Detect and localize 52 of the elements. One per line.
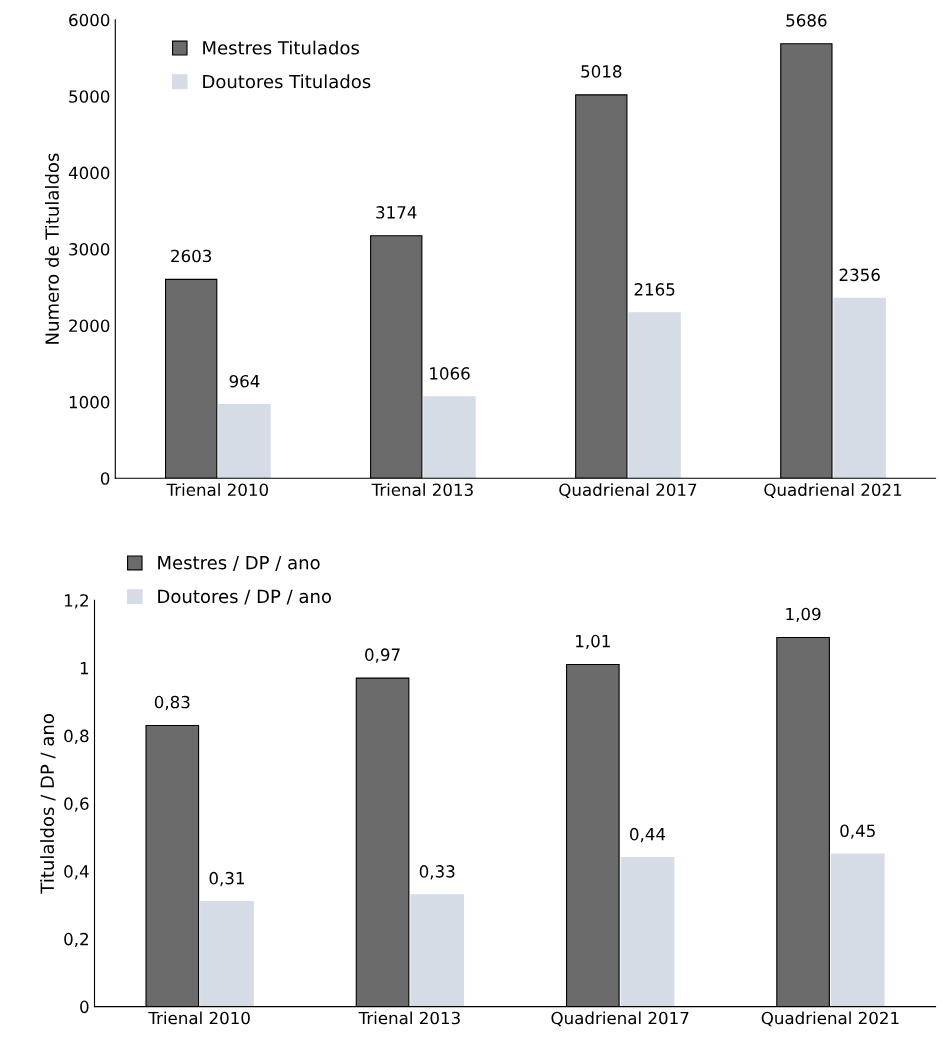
x-tick-label: Quadrienal 2017	[559, 483, 697, 498]
legend-label: Mestres / DP / ano	[158, 556, 320, 571]
y-tick-label: 5000	[69, 90, 110, 103]
data-label: 964	[229, 374, 260, 388]
y-tick-label: 1000	[69, 395, 110, 409]
y-tick-label: 0,2	[64, 932, 88, 948]
bar	[833, 297, 886, 479]
x-tick-label: Quadrienal 2017	[551, 1011, 689, 1027]
y-axis-title: Titulaldos / DP / ano	[40, 714, 56, 894]
bar	[620, 857, 675, 1007]
x-tick-label: Trienal 2013	[371, 483, 473, 497]
data-label: 5686	[786, 14, 827, 27]
y-tick-label: 0,8	[64, 729, 89, 744]
y-tick-label: 0,4	[64, 865, 89, 880]
data-label: 2165	[634, 283, 675, 296]
x-tick-label: Quadrienal 2021	[761, 1011, 899, 1027]
data-label: 0,33	[419, 865, 455, 880]
y-tick-label: 1,2	[64, 594, 88, 609]
legend-label: Doutores Titulados	[203, 74, 371, 89]
x-tick-label: Trienal 2010	[148, 1011, 250, 1025]
data-label: 1,01	[576, 634, 610, 650]
data-label: 1066	[430, 367, 470, 380]
bar	[423, 396, 476, 479]
y-tick-label: 2000	[69, 319, 110, 333]
data-label: 2356	[839, 268, 880, 282]
bar	[410, 894, 465, 1007]
data-label: 0,83	[154, 695, 190, 711]
y-tick-label: 6000	[69, 13, 110, 27]
bar	[218, 404, 271, 479]
data-label: 2603	[171, 249, 212, 263]
y-tick-label: 4000	[68, 166, 110, 180]
y-tick-label: 0	[100, 472, 110, 485]
x-tick-label: Trienal 2013	[358, 1011, 460, 1025]
data-label: 0,44	[630, 827, 666, 843]
data-label: 1,09	[786, 607, 821, 623]
y-axis-title: Numero de Titulaldos	[44, 153, 59, 344]
data-label: 0,97	[365, 648, 400, 663]
data-label: 0,31	[209, 871, 244, 887]
data-label: 3174	[376, 206, 417, 219]
data-label: 0,45	[840, 824, 875, 839]
y-tick-label: 1	[80, 662, 89, 675]
y-tick-label: 3000	[69, 243, 110, 256]
x-tick-label: Trienal 2010	[166, 483, 269, 497]
legend-label: Mestres Titulados	[203, 40, 359, 55]
bar	[628, 312, 681, 479]
x-tick-label: Quadrienal 2021	[764, 483, 902, 498]
y-tick-label: 0	[80, 1000, 89, 1014]
bar	[830, 853, 885, 1007]
data-label: 5018	[581, 65, 622, 78]
bar	[200, 901, 254, 1007]
y-tick-label: 0,6	[64, 797, 89, 812]
legend-label: Doutores / DP / ano	[158, 589, 331, 605]
